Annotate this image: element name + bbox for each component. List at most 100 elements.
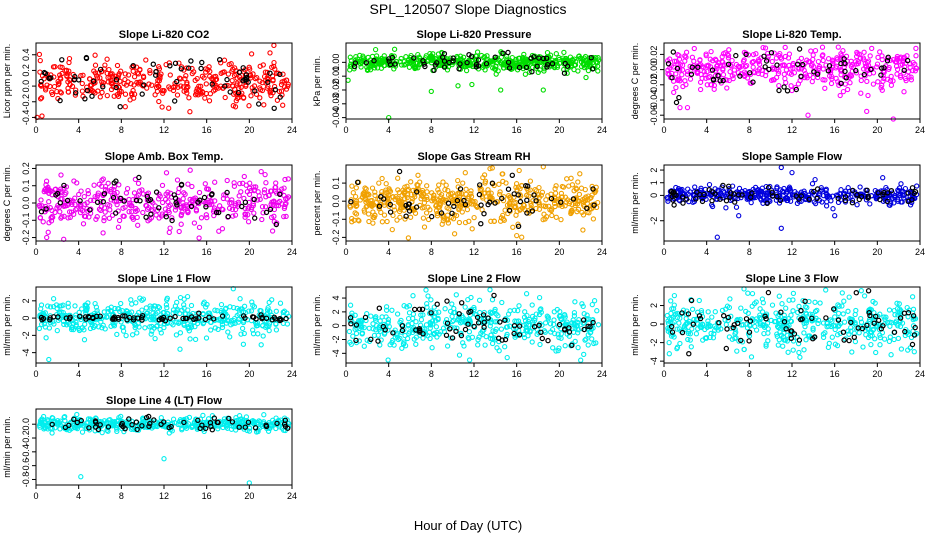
scatter-point [249,85,255,91]
scatter-point [130,214,136,221]
black-point [146,197,152,204]
black-point [549,61,556,67]
scatter-point [455,190,461,197]
scatter-point [482,342,488,348]
scatter-point [423,210,430,216]
scatter-point [41,76,47,82]
scatter-point [126,209,132,215]
scatter-point [202,95,208,101]
scatter-point [671,58,678,64]
black-point [750,79,756,85]
outlier-point [177,346,183,352]
black-point [796,46,803,52]
x-tick-label: 24 [597,125,607,135]
scatter-point [679,67,686,73]
black-point [113,84,119,91]
x-tick-label: 8 [119,369,124,379]
black-point [590,186,596,192]
scatter-point [491,218,497,224]
scatter-point [536,206,543,212]
black-point [533,198,539,204]
scatter-point [435,187,441,193]
outlier-point [789,169,795,176]
black-point [823,315,829,321]
black-point [156,205,162,211]
scatter-point [282,176,288,183]
y-tick-label: 0 [331,323,341,328]
scatter-point [369,53,376,60]
x-tick-label: 8 [119,247,124,257]
scatter-point [134,330,140,336]
black-point [72,90,79,96]
scatter-point [108,189,114,195]
scatter-point [404,194,410,201]
scatter-point [271,198,277,204]
scatter-point [521,51,527,58]
scatter-point [421,200,428,206]
scatter-point [197,89,203,95]
scatter-point [688,344,694,350]
scatter-point [551,309,557,315]
scatter-point [456,205,462,211]
black-point [251,196,257,203]
scatter-point [501,217,507,223]
scatter-point [552,195,558,202]
scatter-point [570,57,576,64]
scatter-point [43,85,49,91]
black-point [386,56,392,62]
scatter-point [181,205,187,211]
scatter-point [840,48,846,54]
scatter-point [514,187,520,193]
scatter-point [815,74,821,81]
black-point [351,63,358,70]
scatter-point [786,51,793,57]
scatter-point [273,308,279,314]
scatter-point [829,334,835,340]
black-point [733,52,739,59]
scatter-point [845,308,851,314]
black-point [459,300,465,306]
y-tick-label: 0.0 [21,80,31,93]
black-point [811,69,817,75]
scatter-point [424,183,430,189]
black-point [825,68,832,74]
scatter-point [281,213,287,220]
outlier-point [345,77,351,83]
scatter-point [58,90,64,96]
scatter-point [838,72,844,78]
scatter-point [790,347,796,353]
panel-ylabel: ml/min per min. [312,294,322,356]
scatter-point [95,192,101,198]
scatter-point [178,211,185,218]
scatter-point [906,73,912,80]
black-point [363,60,369,66]
scatter-point [192,92,199,98]
scatter-point [162,211,169,217]
scatter-point [163,191,169,197]
black-point [224,189,230,196]
y-tick-label: 2 [649,168,659,173]
black-point [148,211,154,217]
scatter-point [357,52,363,59]
panel-ylabel: percent per min. [312,170,322,235]
scatter-point [456,352,463,358]
x-tick-label: 20 [554,247,564,257]
scatter-point [49,214,55,220]
scatter-point [239,325,246,332]
scatter-point [444,343,451,349]
scatter-point [466,218,472,224]
scatter-point [561,49,567,56]
black-point [517,198,524,205]
scatter-point [104,70,110,77]
scatter-point [436,182,442,188]
scatter-point [261,412,267,418]
scatter-point [703,52,709,59]
black-point [112,210,119,216]
scatter-point [72,303,78,309]
scatter-point [451,231,458,237]
scatter-point [580,212,587,218]
scatter-point [481,172,488,178]
black-point [774,62,780,68]
